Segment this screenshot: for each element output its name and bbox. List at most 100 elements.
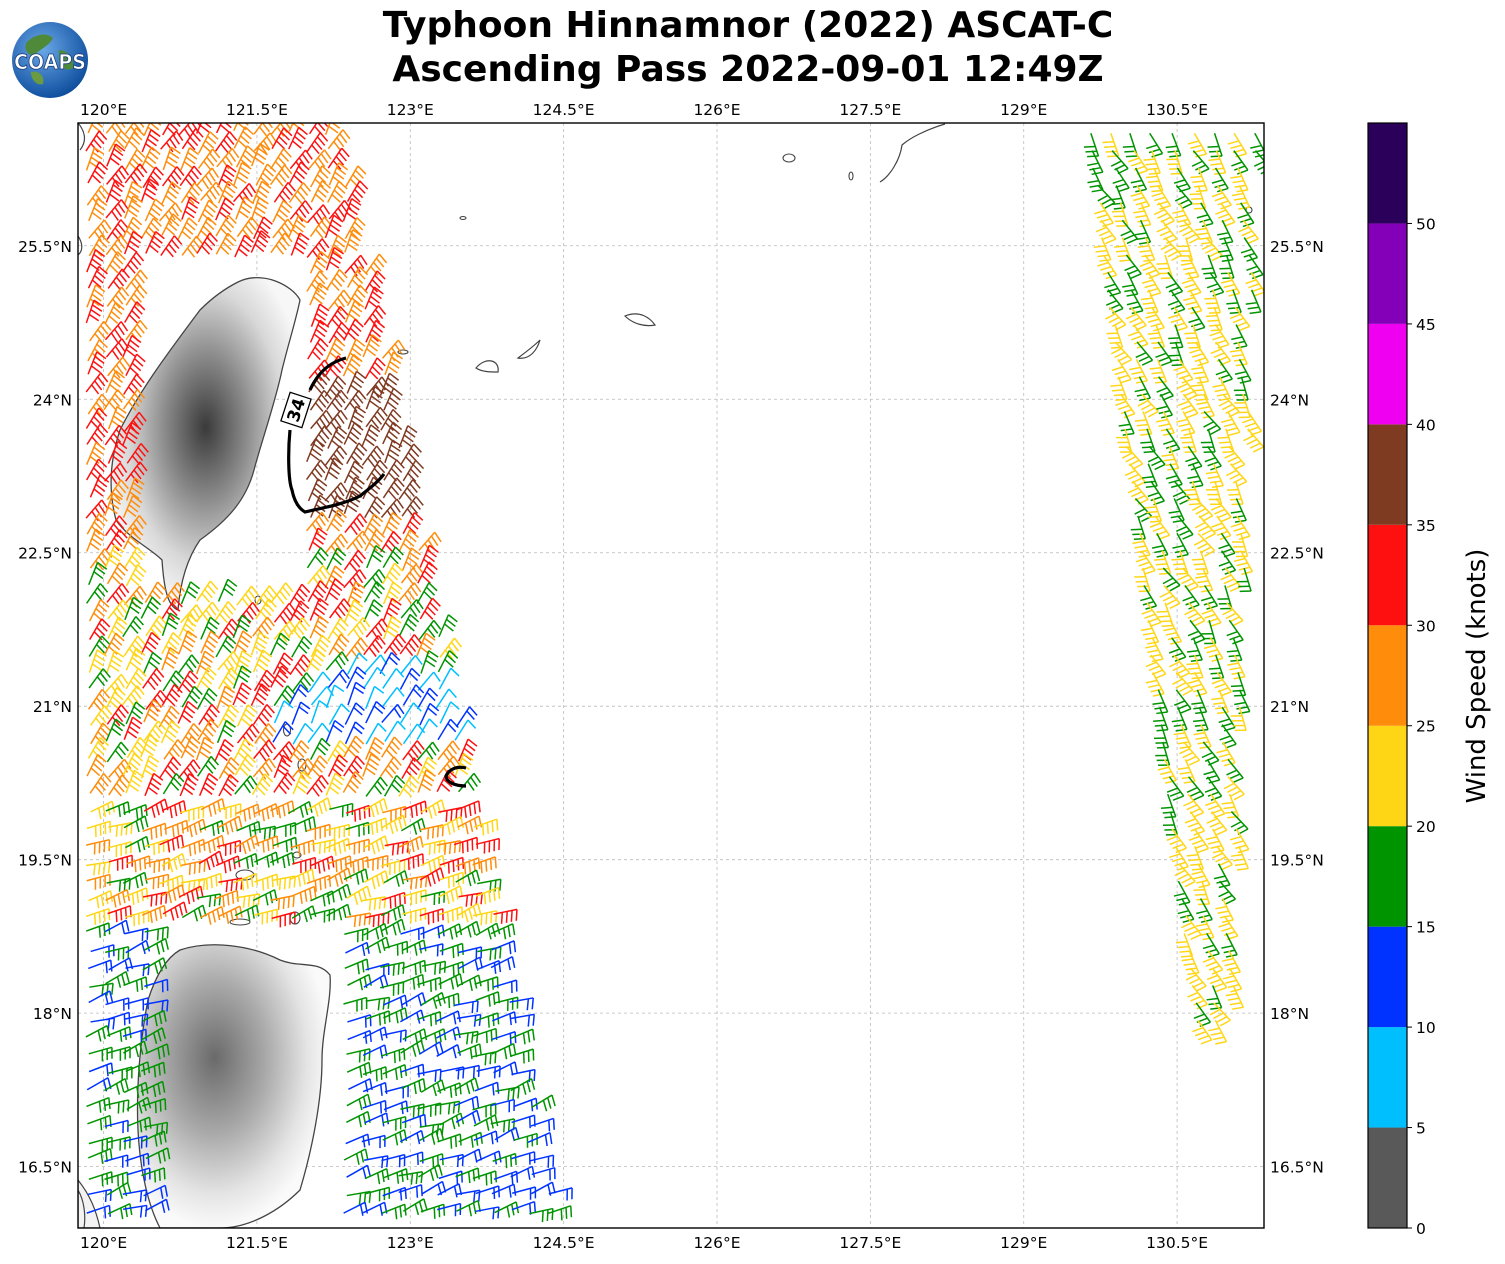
wind-barb (1140, 289, 1159, 315)
wind-barb (363, 1155, 389, 1169)
wind-barb (1122, 272, 1139, 297)
wind-barb (365, 386, 385, 410)
wind-barb (344, 856, 369, 874)
wind-barb (87, 737, 110, 760)
wind-barb (475, 1206, 500, 1220)
colorbar-tick-label: 0 (1416, 1220, 1426, 1238)
wind-barb (1111, 358, 1132, 384)
wind-barb (310, 409, 334, 432)
wind-barb (1173, 358, 1194, 384)
wind-barb (1141, 602, 1162, 628)
wind-barb (122, 752, 144, 776)
wind-barb (421, 1028, 447, 1045)
wind-barb (214, 131, 238, 154)
wind-barb (89, 772, 112, 796)
wind-barb (306, 132, 329, 155)
wind-barb (270, 665, 291, 688)
wind-barb (475, 991, 501, 1007)
wind-barb (105, 234, 129, 257)
wind-barb (124, 301, 146, 324)
wind-barb (384, 351, 403, 376)
wind-barb (382, 421, 403, 445)
wind-barb (216, 147, 240, 170)
wind-barb (1226, 463, 1248, 488)
wind-barb (104, 492, 123, 516)
wind-barb (125, 701, 146, 725)
wind-barb (106, 286, 130, 309)
wind-barb (343, 755, 366, 778)
wind-barb (88, 890, 114, 909)
wind-barb (1173, 724, 1192, 750)
wind-barb (124, 163, 148, 186)
wind-barb (382, 686, 405, 708)
wind-barb (106, 1136, 131, 1151)
wind-barb (124, 195, 143, 219)
wind-barb (472, 1170, 498, 1186)
wind-barb (125, 963, 150, 977)
wind-barb (1146, 132, 1164, 158)
wind-barb (217, 803, 242, 820)
wind-barb (347, 1029, 372, 1044)
wind-barb (141, 1027, 166, 1045)
wind-barb (402, 511, 424, 535)
wind-barb (380, 530, 402, 554)
wind-barb (309, 597, 329, 621)
kyushu-edge (879, 123, 946, 183)
wind-barb (1206, 985, 1223, 1010)
wind-barb (380, 498, 405, 521)
wind-barb (250, 196, 269, 221)
wind-barb (328, 162, 349, 186)
wind-barb (233, 161, 252, 186)
wind-barb (86, 423, 109, 446)
wind-barb (474, 1081, 500, 1096)
wind-barb (365, 736, 385, 760)
wind-barb (1178, 219, 1201, 244)
wind-barb (421, 960, 447, 975)
wind-barb (365, 319, 386, 343)
china-coast (78, 123, 86, 256)
wind-barb (273, 772, 296, 795)
wind-barb (457, 974, 482, 992)
wind-barb (435, 992, 460, 1009)
wind-barb (1181, 950, 1200, 976)
wind-barb (310, 685, 335, 706)
wind-barb (1208, 1019, 1228, 1045)
wind-barb (125, 909, 150, 927)
wind-barb (325, 772, 345, 796)
wind-barb (291, 701, 311, 725)
wind-barb (513, 1097, 538, 1112)
wind-barb (272, 218, 296, 241)
wind-barb (382, 512, 402, 535)
wind-barb (196, 232, 218, 255)
wind-barb (198, 772, 219, 796)
wind-barb (400, 1039, 426, 1057)
lat-tick-label-left: 25.5°N (18, 238, 72, 256)
wind-barb (344, 927, 369, 943)
wind-barb (529, 1154, 555, 1168)
wind-barb (362, 1044, 388, 1059)
wind-barb (1163, 428, 1181, 454)
wind-barb (1144, 637, 1164, 663)
wind-barb (363, 580, 386, 603)
wind-barb (475, 886, 501, 905)
wind-barb (90, 722, 112, 745)
wind-barb (125, 835, 150, 853)
wind-barb (104, 632, 125, 655)
wind-barb (1234, 689, 1251, 715)
wind-barb (437, 650, 459, 673)
wind-barb (144, 978, 169, 993)
wind-barb (379, 756, 402, 779)
wind-barb (250, 230, 271, 253)
wind-barb (383, 387, 403, 411)
wind-barb (1208, 150, 1227, 175)
wind-barb (1180, 428, 1197, 454)
wind-barb (124, 127, 145, 150)
wind-barb (142, 668, 165, 691)
wind-barb (233, 182, 257, 205)
wind-barb (253, 669, 276, 692)
wind-barb (309, 319, 330, 343)
wind-barb (292, 771, 312, 795)
wind-barb (161, 684, 183, 707)
wind-barb (1209, 1002, 1231, 1027)
wind-barb (1192, 1019, 1213, 1045)
